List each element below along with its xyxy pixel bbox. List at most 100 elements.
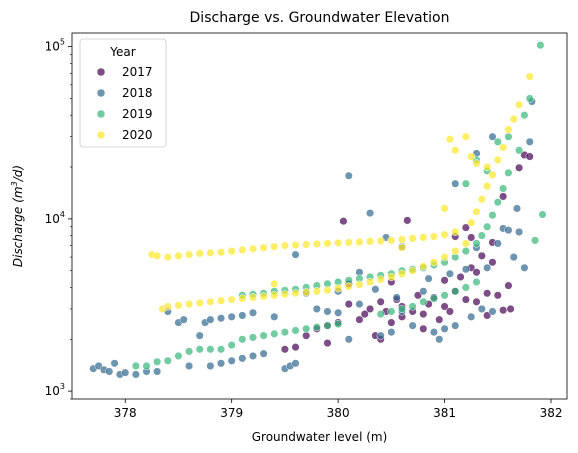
data-point-2019-45 <box>429 294 438 303</box>
data-point-2019-40 <box>376 310 385 319</box>
data-point-2017-47 <box>499 306 508 315</box>
data-point-2019-48 <box>461 283 470 292</box>
y-axis-ticks: 103 104 105 <box>45 38 72 400</box>
data-point-2020-70 <box>525 72 534 81</box>
data-point-2019-2 <box>153 357 162 366</box>
data-point-2019-51 <box>461 247 470 256</box>
data-point-2017-36 <box>472 297 481 306</box>
data-point-2020-2 <box>163 253 172 262</box>
data-point-2020-61 <box>472 207 481 216</box>
y-tick-label-1: 104 <box>45 210 65 226</box>
data-point-2017-34 <box>461 223 470 232</box>
data-point-2020-72 <box>461 132 470 141</box>
data-point-2020-20 <box>355 237 364 246</box>
data-point-2017-43 <box>515 163 524 172</box>
data-point-2020-1 <box>153 251 162 260</box>
y-axis-title-main: Discharge <box>11 207 25 267</box>
data-point-2018-65 <box>248 351 258 361</box>
points-layer <box>89 41 547 379</box>
data-point-2020-62 <box>477 195 486 204</box>
data-point-2017-23 <box>419 310 428 319</box>
data-point-2020-44 <box>302 288 311 297</box>
data-point-2020-35 <box>206 297 215 306</box>
data-point-2018-49 <box>451 179 460 188</box>
data-point-2019-61 <box>525 94 534 103</box>
data-point-2019-10 <box>238 335 247 344</box>
data-point-2017-1 <box>291 343 300 352</box>
data-point-2019-52 <box>472 239 481 248</box>
data-point-2020-12 <box>270 242 279 251</box>
legend-box <box>79 38 167 148</box>
data-point-2017-11 <box>366 304 375 313</box>
data-point-2020-22 <box>376 236 385 245</box>
data-point-2018-43 <box>424 274 433 283</box>
data-point-2020-4 <box>185 250 194 259</box>
data-point-2019-46 <box>440 291 449 300</box>
data-point-2019-54 <box>483 222 492 231</box>
data-point-2020-11 <box>259 243 268 252</box>
data-point-2017-6 <box>339 217 348 226</box>
data-point-2020-75 <box>472 159 481 168</box>
data-point-2019-58 <box>504 168 513 177</box>
data-point-2018-34 <box>366 209 375 218</box>
data-point-2018-31 <box>344 335 353 344</box>
data-point-2017-2 <box>302 331 311 340</box>
data-point-2018-33 <box>355 300 364 309</box>
data-point-2018-20 <box>248 308 258 317</box>
data-point-2020-42 <box>280 290 289 299</box>
data-point-2018-7 <box>131 370 140 379</box>
data-point-2020-46 <box>323 286 332 295</box>
data-point-2018-19 <box>238 311 247 320</box>
data-point-2020-6 <box>206 248 215 257</box>
data-point-2019-56 <box>493 198 502 207</box>
data-point-2017-54 <box>488 258 497 267</box>
data-point-2018-44 <box>429 328 438 337</box>
data-point-2019-57 <box>499 184 508 193</box>
data-point-2017-0 <box>280 345 289 354</box>
data-point-2020-18 <box>334 238 343 247</box>
data-point-2017-49 <box>472 268 481 277</box>
data-point-2020-36 <box>216 296 226 305</box>
data-point-2018-47 <box>445 269 454 278</box>
data-point-2020-43 <box>291 289 300 298</box>
data-point-2017-29 <box>445 307 454 316</box>
data-point-2020-54 <box>408 266 417 275</box>
data-point-2017-40 <box>493 291 502 300</box>
data-point-2018-50 <box>461 265 470 274</box>
data-point-2017-37 <box>477 251 486 260</box>
data-point-2018-13 <box>185 361 194 371</box>
data-point-2019-44 <box>419 297 428 306</box>
data-point-2020-24 <box>397 235 407 244</box>
data-point-2020-21 <box>366 237 375 246</box>
data-point-2020-9 <box>238 245 247 255</box>
data-point-2017-53 <box>467 233 476 242</box>
data-point-2017-50 <box>323 339 332 348</box>
data-point-2018-21 <box>259 349 268 358</box>
data-point-2020-34 <box>195 298 204 308</box>
data-point-2017-9 <box>355 315 364 324</box>
data-point-2018-41 <box>408 321 417 330</box>
data-point-2019-47 <box>451 287 460 296</box>
data-point-2018-46 <box>440 324 449 333</box>
data-point-2020-69 <box>515 100 524 109</box>
data-point-2018-60 <box>515 227 524 236</box>
data-point-2018-22 <box>270 312 279 321</box>
data-point-2018-64 <box>512 204 522 213</box>
data-point-2020-19 <box>344 238 353 247</box>
data-point-2018-58 <box>504 226 513 235</box>
data-point-2019-1 <box>142 361 151 371</box>
data-point-2020-33 <box>185 300 194 309</box>
data-point-2018-54 <box>483 263 492 272</box>
data-point-2020-55 <box>419 262 428 271</box>
data-point-2018-53 <box>477 304 486 313</box>
data-point-2020-79 <box>440 204 449 213</box>
legend-entries: 2017 2018 2019 2020 <box>96 65 153 142</box>
data-point-2020-39 <box>248 293 258 302</box>
data-point-2020-13 <box>280 241 289 250</box>
data-point-2017-42 <box>504 281 513 290</box>
data-point-2020-63 <box>483 182 492 191</box>
data-point-2018-59 <box>509 253 518 262</box>
data-point-2020-78 <box>397 243 407 252</box>
data-point-2018-39 <box>392 293 401 302</box>
data-point-2020-57 <box>440 253 449 262</box>
